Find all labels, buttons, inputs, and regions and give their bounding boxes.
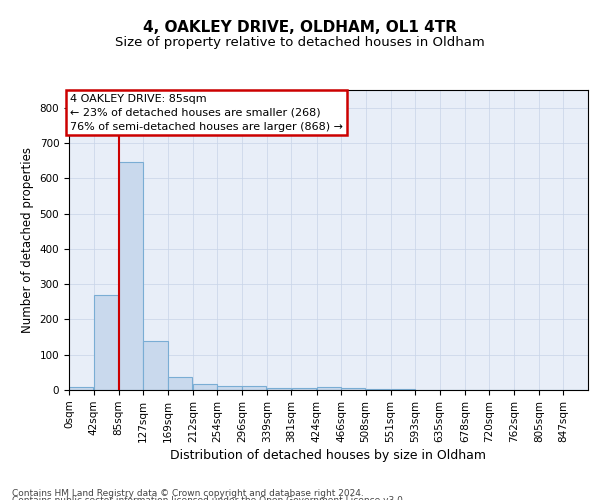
Bar	[94, 294, 118, 390]
Text: Size of property relative to detached houses in Oldham: Size of property relative to detached ho…	[115, 36, 485, 49]
Text: 4 OAKLEY DRIVE: 85sqm
← 23% of detached houses are smaller (268)
76% of semi-det: 4 OAKLEY DRIVE: 85sqm ← 23% of detached …	[70, 94, 343, 132]
Bar	[317, 387, 341, 390]
Bar	[341, 388, 365, 390]
Bar	[119, 162, 143, 390]
Bar	[193, 384, 217, 390]
Bar	[168, 376, 192, 390]
Text: 4, OAKLEY DRIVE, OLDHAM, OL1 4TR: 4, OAKLEY DRIVE, OLDHAM, OL1 4TR	[143, 20, 457, 35]
Text: Contains HM Land Registry data © Crown copyright and database right 2024.: Contains HM Land Registry data © Crown c…	[12, 488, 364, 498]
Bar	[69, 387, 94, 390]
X-axis label: Distribution of detached houses by size in Oldham: Distribution of detached houses by size …	[170, 449, 487, 462]
Y-axis label: Number of detached properties: Number of detached properties	[21, 147, 34, 333]
Text: Contains public sector information licensed under the Open Government Licence v3: Contains public sector information licen…	[12, 496, 406, 500]
Bar	[292, 388, 316, 390]
Bar	[143, 340, 167, 390]
Bar	[267, 388, 291, 390]
Bar	[217, 386, 242, 390]
Bar	[242, 386, 266, 390]
